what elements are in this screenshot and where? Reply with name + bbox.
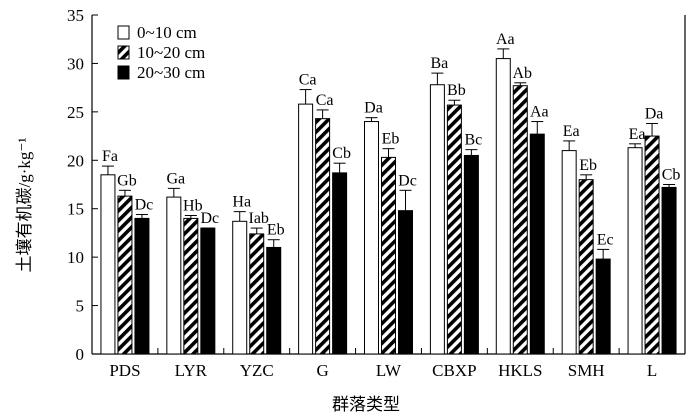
y-tick-label: 20 [67, 151, 84, 170]
legend-label-series-10-20: 10~20 cm [137, 43, 205, 62]
x-tick-label: LYR [175, 361, 208, 380]
series-0-10-bar [495, 58, 511, 355]
significance-label: Eb [267, 222, 285, 239]
y-tick-label: 30 [67, 54, 84, 73]
y-tick-label: 10 [67, 248, 84, 267]
series-20-30-bar [661, 186, 677, 355]
significance-label: Ab [512, 65, 532, 82]
series-0-10-bar [429, 84, 445, 355]
significance-label: Cb [332, 145, 351, 162]
significance-label: Gb [117, 172, 137, 189]
x-tick-label: SMH [568, 361, 605, 380]
x-tick-label: HKLS [498, 361, 542, 380]
x-tick-label: L [647, 361, 657, 380]
series-20-30-bar [134, 217, 150, 355]
legend-label-series-20-30: 20~30 cm [137, 63, 205, 82]
significance-label: Dc [135, 197, 154, 214]
x-axis-title: 群落类型 [332, 395, 400, 414]
x-tick-label: G [316, 361, 328, 380]
y-tick-label: 5 [76, 297, 85, 316]
significance-label: Iab [249, 210, 269, 227]
significance-label: Eb [579, 157, 597, 174]
significance-label: Hb [183, 197, 203, 214]
x-tick-label: YZC [240, 361, 274, 380]
legend-swatch-series-20-30 [117, 65, 130, 80]
significance-label: Cb [662, 167, 681, 184]
series-20-30-bar [463, 154, 479, 355]
series-20-30-bar [398, 210, 413, 355]
legend-label-series-0-10: 0~10 cm [137, 23, 197, 42]
series-20-30-bar [200, 227, 216, 355]
significance-label: Ga [167, 170, 186, 187]
y-tick-label: 15 [67, 200, 84, 219]
significance-label: Bb [447, 82, 466, 99]
significance-label: Ea [563, 123, 580, 140]
significance-label: Dc [398, 172, 417, 189]
legend-swatch-series-10-20 [117, 45, 130, 60]
significance-label: Fa [102, 148, 118, 165]
significance-label: Ea [629, 126, 646, 143]
y-tick-label: 25 [67, 103, 84, 122]
bars [100, 48, 677, 355]
series-10-20-bar [315, 118, 331, 355]
series-20-30-bar [332, 172, 348, 355]
series-10-20-bar [249, 233, 265, 355]
series-10-20-bar [183, 217, 199, 355]
series-0-10-bar [298, 103, 314, 355]
series-0-10-bar [364, 121, 379, 355]
legend-swatch-series-0-10 [117, 25, 130, 40]
significance-label: Eb [382, 131, 400, 148]
series-0-10-bar [232, 220, 248, 355]
significance-label: Ca [299, 72, 317, 89]
series-20-30-bar [266, 246, 282, 355]
x-tick-label: PDS [109, 361, 140, 380]
data-labels: FaGbDcGaHbDcHaIabEbCaCaCbDaEbDcBaBbBcAaA… [102, 31, 680, 248]
axes: 0 5 10 15 20 25 30 35 PDS LYR YZC G LW CBXP HKLS SMH L [67, 6, 686, 380]
series-20-30-bar [595, 258, 611, 355]
series-0-10-bar [166, 196, 182, 355]
y-tick-label: 0 [76, 345, 85, 364]
series-10-20-bar [117, 195, 133, 355]
series-0-10-bar [100, 174, 116, 355]
significance-label: Aa [496, 31, 515, 48]
significance-label: Ba [430, 55, 448, 72]
y-axis-title: 土壤有机碳/g·kg⁻¹ [14, 138, 34, 273]
series-10-20-bar [644, 135, 660, 355]
x-tick-label: CBXP [432, 361, 476, 380]
series-10-20-bar [381, 156, 396, 355]
significance-label: Da [645, 105, 664, 122]
significance-label: Ec [597, 231, 614, 248]
series-0-10-bar [561, 150, 577, 355]
series-10-20-bar [512, 85, 528, 355]
significance-label: Ha [232, 194, 251, 211]
significance-label: Dc [201, 210, 220, 227]
y-tick-label: 35 [67, 6, 84, 25]
significance-label: Ca [316, 92, 334, 109]
significance-label: Da [364, 100, 383, 117]
x-tick-label: LW [376, 361, 402, 380]
series-10-20-bar [578, 179, 594, 355]
series-20-30-bar [529, 133, 545, 355]
series-0-10-bar [627, 147, 643, 355]
significance-label: Bc [464, 132, 482, 149]
significance-label: Aa [530, 104, 549, 121]
series-10-20-bar [446, 104, 462, 355]
